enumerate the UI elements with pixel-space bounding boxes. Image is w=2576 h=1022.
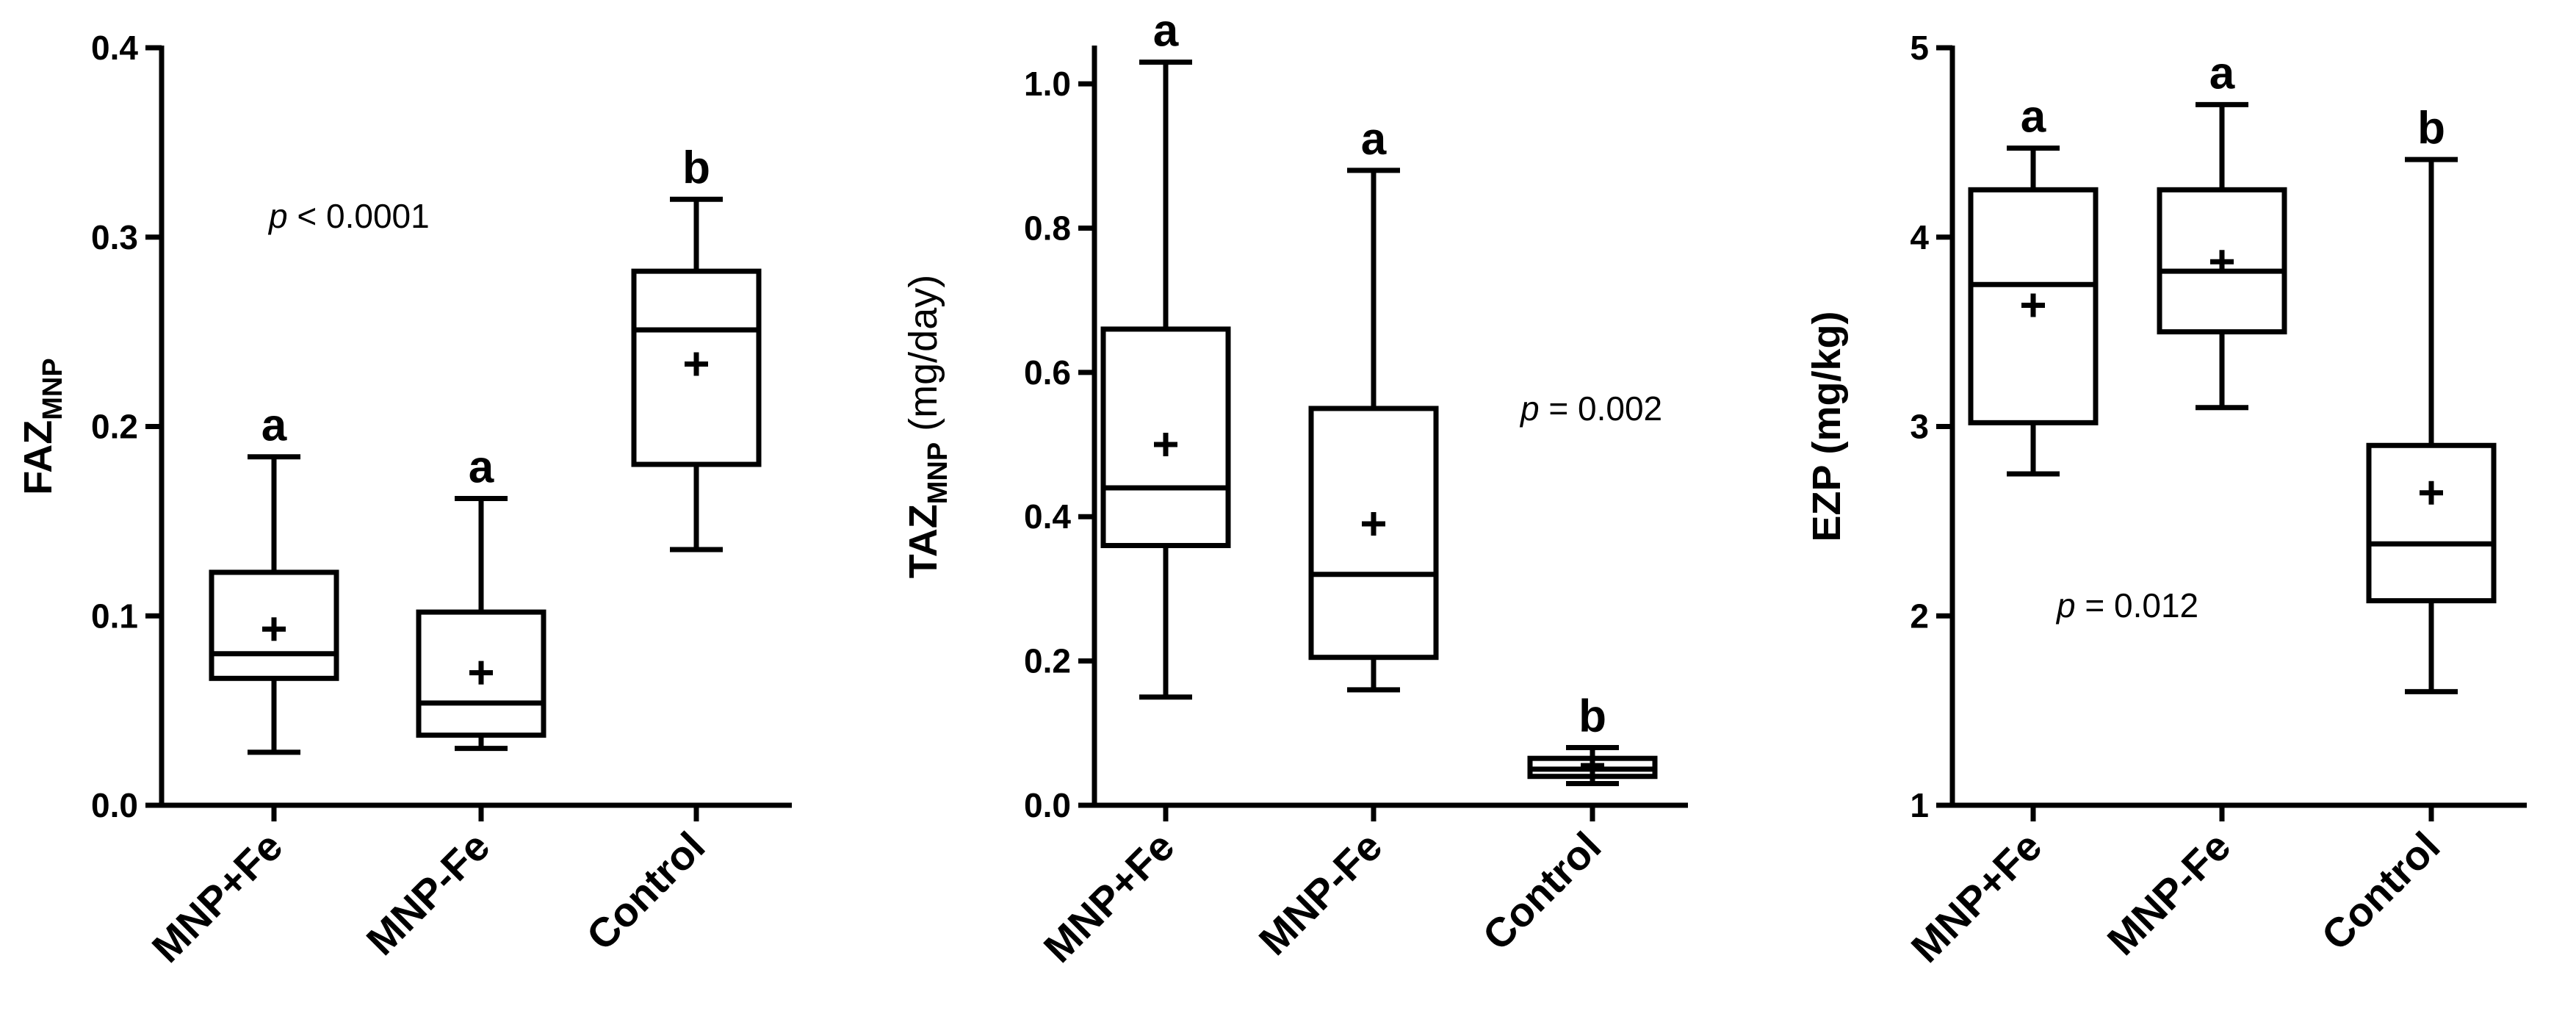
x-tick-label: MNP+Fe bbox=[1035, 823, 1183, 971]
box-control: b bbox=[2366, 103, 2497, 694]
iqr-box bbox=[209, 569, 339, 681]
iqr-box bbox=[631, 268, 762, 467]
y-axis-label: EZP (mg/kg) bbox=[1805, 311, 1849, 541]
x-tick-label: Control bbox=[577, 823, 713, 959]
x-tick-label: Control bbox=[1473, 823, 1609, 959]
significance-letter: b bbox=[1579, 691, 1606, 741]
significance-letter: a bbox=[261, 400, 287, 451]
iqr-box bbox=[416, 609, 546, 738]
x-tick-label: MNP+Fe bbox=[1902, 823, 2051, 971]
y-tick-label: 0.0 bbox=[1024, 786, 1071, 824]
p-value-annotation: p = 0.012 bbox=[2055, 586, 2198, 625]
box-mnp-fe: a bbox=[1100, 6, 1231, 700]
iqr-box bbox=[1100, 326, 1231, 549]
y-tick-label: 1.0 bbox=[1024, 65, 1071, 103]
significance-letter: b bbox=[682, 143, 710, 193]
x-tick-label: MNP-Fe bbox=[1250, 823, 1391, 964]
chart-panel-1: 0.0 0.1 0.2 0.3 0.4 MNP+Fe MNP-Fe Control FAZMNP… bbox=[16, 29, 792, 971]
y-tick-label: 0.4 bbox=[91, 29, 138, 67]
significance-letter: b bbox=[2417, 103, 2445, 154]
y-axis-label: FAZMNP bbox=[16, 358, 68, 494]
y-tick-label: 5 bbox=[1910, 29, 1929, 67]
y-tick-label: 0.3 bbox=[91, 218, 138, 256]
y-tick-label: 0.1 bbox=[91, 597, 138, 635]
y-tick-label: 4 bbox=[1910, 218, 1929, 256]
chart-panel-3: 1 2 3 4 5 MNP+Fe MNP-Fe Control EZP (mg/kg) a a b p … bbox=[1805, 29, 2527, 971]
y-tick-label: 3 bbox=[1910, 408, 1929, 446]
significance-letter: a bbox=[2021, 92, 2046, 143]
iqr-box bbox=[2157, 187, 2287, 335]
significance-letter: a bbox=[1153, 6, 1179, 57]
x-tick-label: MNP+Fe bbox=[143, 823, 292, 971]
iqr-box bbox=[2366, 442, 2497, 604]
y-tick-label: 0.0 bbox=[91, 786, 138, 824]
x-tick-label: Control bbox=[2312, 823, 2448, 959]
iqr-box bbox=[1308, 406, 1439, 661]
box-mnp-fe: a bbox=[416, 442, 546, 752]
significance-letter: a bbox=[469, 442, 494, 492]
box-mnp-fe: a bbox=[209, 400, 339, 755]
chart-panel-2: 0.0 0.2 0.4 0.6 0.8 1.0 MNP+Fe MNP-Fe Control TAZ… bbox=[901, 6, 1688, 971]
y-tick-label: 0.8 bbox=[1024, 209, 1071, 247]
y-tick-label: 2 bbox=[1910, 597, 1929, 635]
x-tick-label: MNP-Fe bbox=[2099, 823, 2240, 964]
box-mnp-fe: a bbox=[1968, 92, 2099, 477]
y-tick-label: 0.6 bbox=[1024, 353, 1071, 392]
y-tick-label: 0.2 bbox=[1024, 642, 1071, 680]
x-tick-label: MNP-Fe bbox=[358, 823, 499, 964]
box-control: b bbox=[631, 143, 762, 553]
p-value-annotation: p < 0.0001 bbox=[267, 197, 430, 235]
box-control: b bbox=[1527, 691, 1658, 787]
significance-letter: a bbox=[1361, 114, 1387, 165]
box-mnp-fe: a bbox=[1308, 114, 1439, 693]
y-tick-label: 1 bbox=[1910, 786, 1929, 824]
y-tick-label: 0.4 bbox=[1024, 497, 1071, 536]
y-axis-label: TAZMNP (mg/day) bbox=[901, 275, 953, 578]
y-tick-label: 0.2 bbox=[91, 408, 138, 446]
p-value-annotation: p = 0.002 bbox=[1519, 389, 1662, 428]
box-mnp-fe: a bbox=[2157, 48, 2287, 411]
significance-letter: a bbox=[2209, 48, 2235, 98]
iqr-box bbox=[1968, 187, 2099, 425]
